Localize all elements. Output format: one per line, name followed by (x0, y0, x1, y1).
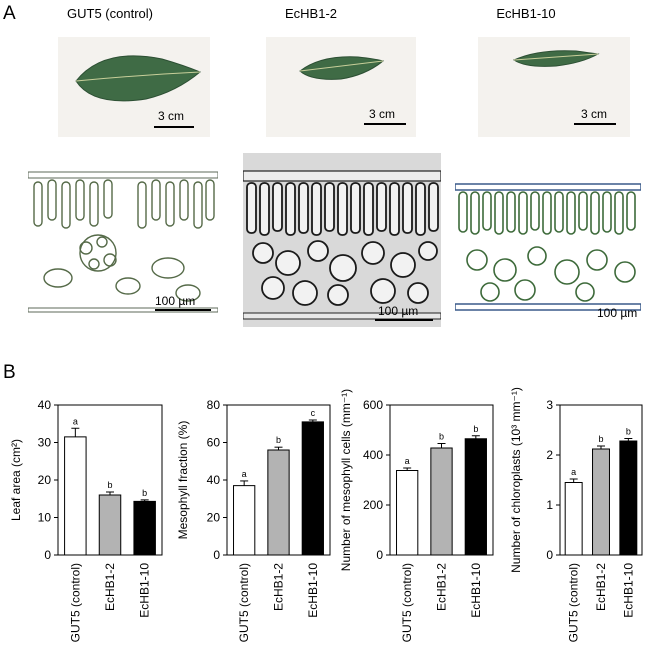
chart-0-sig-letter: b (107, 480, 112, 490)
column-title-control: GUT5 (control) (67, 6, 153, 21)
section-scale-label-echb1-2: 100 µm (378, 304, 419, 318)
leaf-photo-echb1-10: 3 cm (478, 37, 630, 137)
chart-2-bar (464, 438, 487, 556)
chart-1-sig-letter: b (276, 435, 281, 445)
chart-0-sig-letter: a (73, 416, 78, 426)
chart-2-ytick-label: 600 (363, 398, 383, 412)
section-micrograph-echb1-10: 100 µm (455, 180, 641, 320)
chart-3-ytick-label: 0 (546, 548, 553, 562)
section-micrograph-echb1-2: 100 µm (243, 153, 441, 327)
chart-1-category-label: GUT5 (control) (237, 563, 251, 642)
chart-1-ytick-label: 40 (207, 473, 221, 487)
chart-3-ytick-label: 2 (546, 448, 553, 462)
section-scale-bar-control (155, 309, 211, 311)
chart-3-bar (592, 448, 610, 556)
chart-1-ytick-label: 0 (213, 548, 220, 562)
chart-3-ytick-label: 3 (546, 398, 553, 412)
column-title-echb1-2: EcHB1-2 (284, 6, 338, 21)
leaf-photo-control: 3 cm (58, 37, 210, 137)
panel-a-label: A (3, 3, 16, 24)
chart-0-category-label: GUT5 (control) (68, 563, 82, 642)
section-scale-label-echb1-10: 100 µm (597, 306, 638, 320)
chart-3-bar (619, 440, 638, 556)
leaf-scale-bar-control (154, 126, 194, 128)
chart-1-ytick-label: 80 (207, 398, 221, 412)
chart-2-ytick-label: 0 (376, 548, 383, 562)
chart-2-bar (430, 447, 453, 556)
chart-1-category-label: EcHB1-10 (306, 563, 320, 618)
chart-1-bar (233, 485, 256, 556)
chart-2-ylabel: Number of mesophyll cells (mm⁻¹) (339, 389, 353, 571)
cell-texture-icon (455, 183, 641, 311)
chart-1-category-label: EcHB1-2 (272, 563, 286, 611)
chart-2-sig-letter: b (439, 432, 444, 442)
chart-3-sig-letter: a (571, 467, 576, 477)
chart-0-category-label: EcHB1-2 (103, 563, 117, 611)
chart-3-sig-letter: b (626, 427, 631, 437)
chart-1-bar (301, 421, 324, 556)
leaf-shape-icon (299, 56, 385, 80)
chart-2-category-label: EcHB1-10 (469, 563, 483, 618)
chart-3-ylabel: Number of chloroplasts (10³ mm⁻¹) (509, 387, 523, 573)
leaf-scale-bar-echb1-2 (364, 123, 406, 125)
chart-3-bar (564, 482, 583, 556)
leaf-photo-echb1-2: 3 cm (266, 37, 416, 137)
chart-3-sig-letter: b (598, 434, 603, 444)
chart-1-bar (267, 449, 290, 556)
chart-0-ytick-label: 20 (38, 473, 52, 487)
leaf-scale-label-echb1-10: 3 cm (581, 107, 608, 121)
chart-3-ytick-label: 1 (546, 498, 553, 512)
column-title-echb1-10: EcHB1-10 (496, 6, 556, 21)
chart-2-sig-letter: b (473, 424, 478, 434)
panel-b-label: B (3, 362, 16, 383)
chart-0-ytick-label: 30 (38, 436, 52, 450)
chart-1-ytick-label: 20 (207, 511, 221, 525)
chart-0-ytick-label: 0 (44, 548, 51, 562)
chart-0-bar (64, 436, 87, 556)
chart-1-ylabel: Mesophyll fraction (%) (176, 421, 190, 540)
leaf-scale-label-control: 3 cm (158, 109, 185, 123)
section-scale-bar-echb1-2 (375, 319, 433, 321)
chart-2-ytick-label: 200 (363, 498, 383, 512)
chart-0-sig-letter: b (142, 488, 147, 498)
leaf-shape-icon (75, 55, 201, 102)
chart-2-sig-letter: a (405, 456, 410, 466)
leaf-shape-icon (512, 50, 600, 67)
leaf-scale-bar-echb1-10 (574, 123, 616, 125)
cell-texture-icon (243, 170, 441, 320)
section-scale-label-control: 100 µm (155, 294, 196, 308)
chart-3-category-label: EcHB1-10 (621, 563, 635, 618)
leaf-scale-label-echb1-2: 3 cm (369, 107, 396, 121)
chart-0-bar (98, 494, 122, 556)
chart-2-category-label: GUT5 (control) (400, 563, 414, 642)
chart-1-sig-letter: a (242, 469, 247, 479)
chart-0-ytick-label: 40 (38, 398, 52, 412)
chart-1-ytick-label: 60 (207, 436, 221, 450)
chart-1-sig-letter: c (311, 408, 316, 418)
chart-2-ytick-label: 400 (363, 448, 383, 462)
chart-3-category-label: GUT5 (control) (567, 563, 581, 642)
chart-3-category-label: EcHB1-2 (594, 563, 608, 611)
chart-0-ylabel: Leaf area (cm²) (9, 439, 23, 521)
section-micrograph-control: 100 µm (28, 168, 218, 320)
chart-0-ytick-label: 10 (38, 511, 52, 525)
chart-2-bar (396, 470, 419, 556)
cell-texture-icon (28, 171, 218, 313)
chart-0-category-label: EcHB1-10 (138, 563, 152, 618)
chart-2-category-label: EcHB1-2 (435, 563, 449, 611)
chart-0-bar (133, 500, 156, 556)
